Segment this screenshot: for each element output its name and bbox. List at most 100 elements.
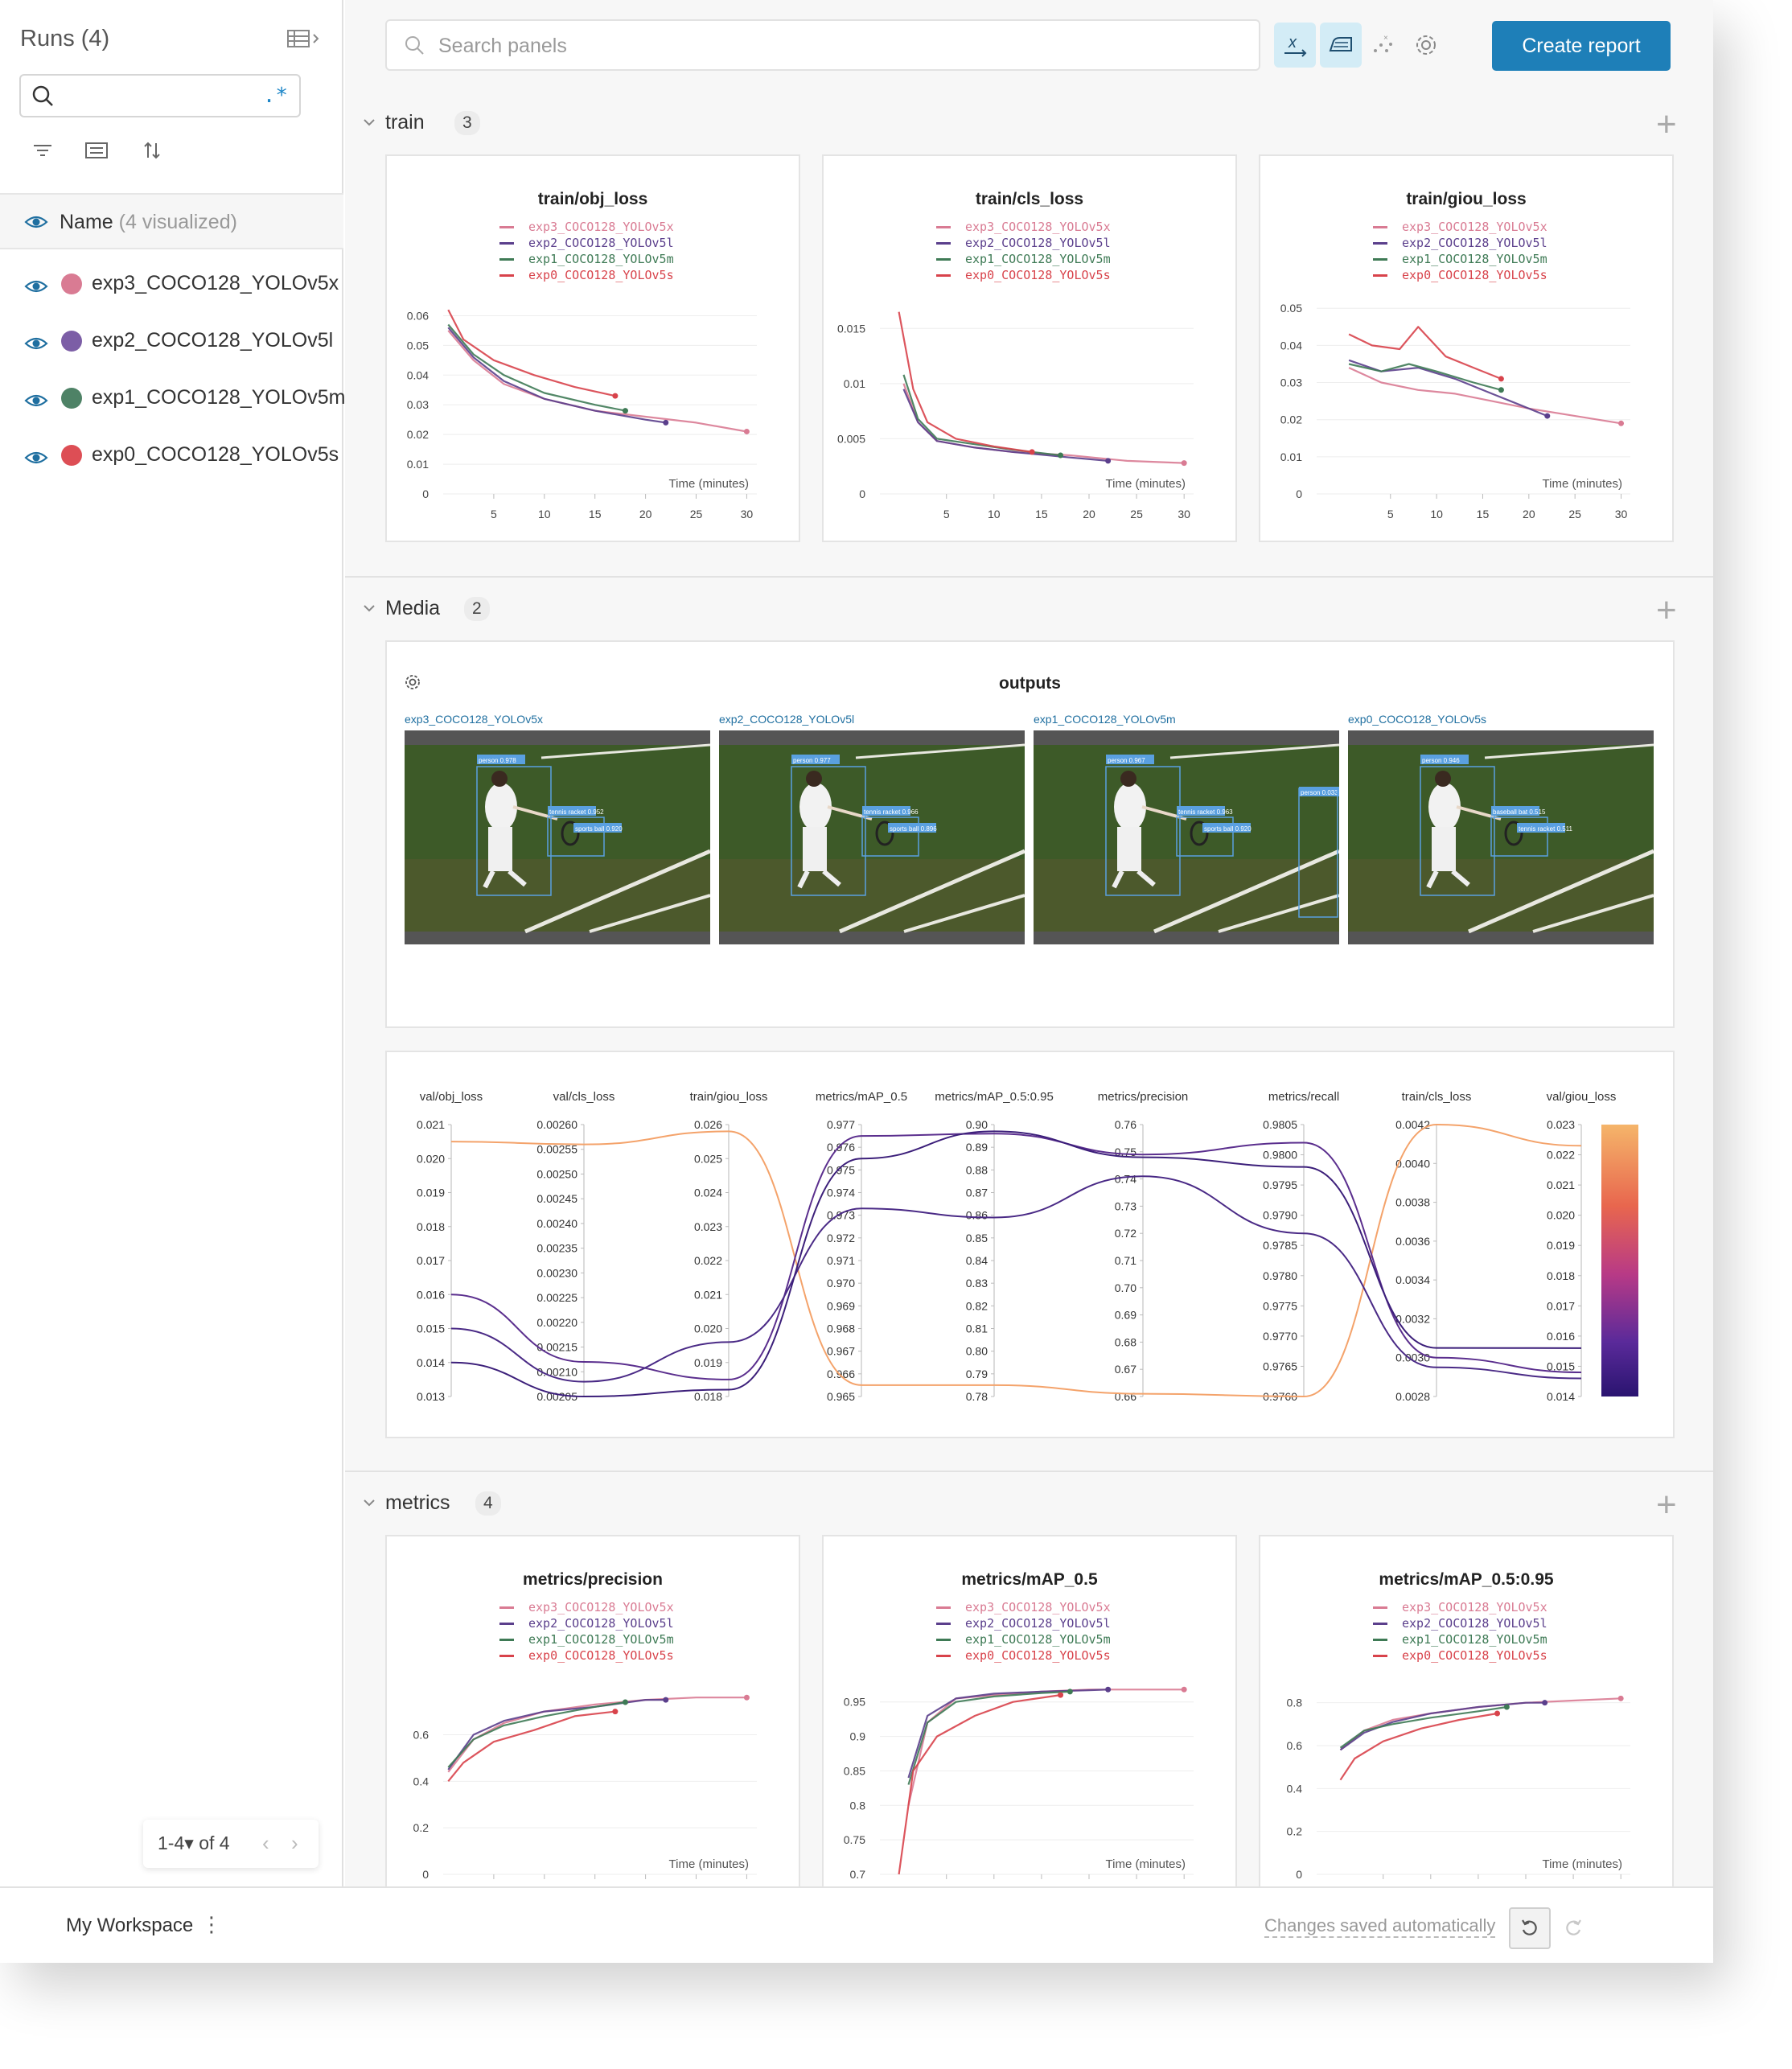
legend-item[interactable]: exp1_COCO128_YOLOv5m bbox=[1373, 251, 1547, 267]
run-row[interactable]: exp2_COCO128_YOLOv5l bbox=[0, 318, 343, 366]
regex-toggle[interactable]: .* bbox=[262, 84, 288, 108]
series-end-point[interactable] bbox=[612, 393, 619, 399]
series-end-point[interactable] bbox=[743, 428, 750, 434]
legend-item[interactable]: exp1_COCO128_YOLOv5m bbox=[499, 1631, 674, 1647]
run-color-dot[interactable] bbox=[61, 274, 82, 294]
run-row[interactable]: exp1_COCO128_YOLOv5m bbox=[0, 375, 346, 423]
chart-panel-train-obj-loss[interactable]: train/obj_loss exp3_COCO128_YOLOv5x exp2_C… bbox=[385, 154, 800, 542]
legend-item[interactable]: exp3_COCO128_YOLOv5x bbox=[499, 1599, 674, 1615]
x-axis-button[interactable]: x bbox=[1274, 23, 1316, 68]
legend-item[interactable]: exp2_COCO128_YOLOv5l bbox=[499, 1615, 674, 1631]
chart-panel-metrics-map-0-5[interactable]: metrics/mAP_0.5 exp3_COCO128_YOLOv5x exp2_… bbox=[822, 1535, 1237, 1886]
series-end-point[interactable] bbox=[1503, 1704, 1510, 1710]
series-end-point[interactable] bbox=[622, 408, 628, 414]
series-line[interactable] bbox=[447, 1701, 626, 1768]
panel-search-input[interactable]: Search panels bbox=[385, 19, 1260, 71]
parallel-run-line[interactable] bbox=[450, 1123, 1582, 1398]
series-line[interactable] bbox=[1348, 367, 1621, 425]
series-line[interactable] bbox=[1339, 1705, 1507, 1749]
series-end-point[interactable] bbox=[1105, 458, 1112, 464]
run-name[interactable]: exp2_COCO128_YOLOv5l bbox=[92, 329, 334, 352]
run-color-dot[interactable] bbox=[61, 388, 82, 409]
outliers-button[interactable]: × bbox=[1362, 23, 1404, 68]
prev-page-icon[interactable]: ‹ bbox=[262, 1831, 269, 1855]
series-end-point[interactable] bbox=[1544, 413, 1551, 419]
legend-item[interactable]: exp0_COCO128_YOLOv5s bbox=[499, 267, 674, 283]
pager-range[interactable]: 1-4 bbox=[158, 1832, 185, 1853]
series-end-point[interactable] bbox=[1498, 376, 1504, 382]
run-name[interactable]: exp1_COCO128_YOLOv5m bbox=[92, 386, 346, 409]
legend-item[interactable]: exp2_COCO128_YOLOv5l bbox=[936, 1615, 1111, 1631]
run-row[interactable]: exp0_COCO128_YOLOv5s bbox=[0, 432, 343, 480]
create-report-button[interactable]: Create report bbox=[1492, 21, 1671, 71]
series-end-point[interactable] bbox=[1029, 449, 1035, 455]
legend-item[interactable]: exp1_COCO128_YOLOv5m bbox=[936, 251, 1111, 267]
chevron-down-icon[interactable] bbox=[361, 1495, 377, 1515]
series-end-point[interactable] bbox=[743, 1694, 750, 1701]
series-line[interactable] bbox=[1348, 363, 1502, 391]
series-line[interactable] bbox=[1348, 359, 1548, 418]
add-panel-icon[interactable]: + bbox=[1656, 590, 1677, 630]
eye-icon[interactable] bbox=[24, 278, 48, 294]
run-row[interactable]: exp3_COCO128_YOLOv5x bbox=[0, 261, 343, 309]
series-line[interactable] bbox=[447, 327, 666, 424]
legend-item[interactable]: exp0_COCO128_YOLOv5s bbox=[936, 1647, 1111, 1664]
legend-item[interactable]: exp2_COCO128_YOLOv5l bbox=[1373, 1615, 1547, 1631]
more-options-icon[interactable]: ⋮ bbox=[201, 1912, 222, 1936]
parallel-coordinates-panel[interactable]: val/obj_loss 0.021 0.020 0.019 0.018 0.017 0.0… bbox=[385, 1051, 1675, 1438]
legend-item[interactable]: exp0_COCO128_YOLOv5s bbox=[1373, 267, 1547, 283]
legend-item[interactable]: exp3_COCO128_YOLOv5x bbox=[499, 219, 674, 235]
legend-item[interactable]: exp3_COCO128_YOLOv5x bbox=[936, 219, 1111, 235]
series-end-point[interactable] bbox=[1058, 1692, 1064, 1698]
next-page-icon[interactable]: › bbox=[291, 1831, 298, 1855]
chart-panel-metrics-precision[interactable]: metrics/precision exp3_COCO128_YOLOv5x exp… bbox=[385, 1535, 800, 1886]
series-line[interactable] bbox=[907, 1690, 1071, 1785]
series-line[interactable] bbox=[907, 1689, 1108, 1779]
series-end-point[interactable] bbox=[612, 1709, 619, 1715]
series-line[interactable] bbox=[447, 1710, 616, 1782]
series-line[interactable] bbox=[898, 311, 1033, 453]
legend-item[interactable]: exp0_COCO128_YOLOv5s bbox=[1373, 1647, 1547, 1664]
series-end-point[interactable] bbox=[1181, 460, 1187, 467]
runs-search-input[interactable]: .* bbox=[19, 74, 301, 117]
legend-item[interactable]: exp3_COCO128_YOLOv5x bbox=[1373, 1599, 1547, 1615]
chevron-down-icon[interactable] bbox=[361, 600, 377, 620]
series-end-point[interactable] bbox=[1058, 452, 1064, 459]
series-end-point[interactable] bbox=[663, 1697, 669, 1703]
series-line[interactable] bbox=[447, 1699, 666, 1771]
series-line[interactable] bbox=[447, 309, 616, 397]
media-image[interactable]: person 0.977 tennis racket 0.966 sports ba… bbox=[719, 730, 1025, 944]
group-icon[interactable] bbox=[84, 138, 113, 167]
sort-icon[interactable] bbox=[140, 138, 169, 167]
legend-item[interactable]: exp3_COCO128_YOLOv5x bbox=[936, 1599, 1111, 1615]
legend-item[interactable]: exp2_COCO128_YOLOv5l bbox=[936, 235, 1111, 251]
parallel-run-line[interactable] bbox=[450, 1130, 1582, 1398]
run-name[interactable]: exp0_COCO128_YOLOv5s bbox=[92, 443, 339, 466]
series-end-point[interactable] bbox=[1618, 420, 1625, 426]
series-end-point[interactable] bbox=[663, 419, 669, 426]
eye-icon[interactable] bbox=[24, 450, 48, 466]
series-end-point[interactable] bbox=[1494, 1710, 1501, 1717]
undo-button[interactable] bbox=[1509, 1907, 1551, 1949]
media-panel-outputs[interactable]: outputs exp3_COCO128_YOLOv5x person 0.978… bbox=[385, 640, 1675, 1028]
settings-button[interactable] bbox=[1405, 23, 1447, 68]
legend-item[interactable]: exp1_COCO128_YOLOv5m bbox=[1373, 1631, 1547, 1647]
eye-icon[interactable] bbox=[24, 214, 48, 230]
series-line[interactable] bbox=[898, 1694, 1061, 1875]
legend-item[interactable]: exp1_COCO128_YOLOv5m bbox=[499, 251, 674, 267]
media-image[interactable]: person 0.978 tennis racket 0.952 sports ba… bbox=[405, 730, 710, 944]
redo-button[interactable] bbox=[1552, 1907, 1594, 1949]
series-line[interactable] bbox=[1339, 1701, 1545, 1751]
media-image[interactable]: person 0.946 baseball bat 0.515 tennis rac… bbox=[1348, 730, 1654, 944]
section-metrics[interactable]: metrics 4 + bbox=[361, 1485, 1696, 1524]
chart-panel-train-cls-loss[interactable]: train/cls_loss exp3_COCO128_YOLOv5x exp2_C… bbox=[822, 154, 1237, 542]
series-line[interactable] bbox=[1348, 326, 1502, 380]
legend-item[interactable]: exp2_COCO128_YOLOv5l bbox=[1373, 235, 1547, 251]
gear-icon[interactable] bbox=[403, 673, 422, 696]
media-image[interactable]: person 0.967 tennis racket 0.963 sports ba… bbox=[1034, 730, 1339, 944]
series-line[interactable] bbox=[447, 323, 626, 412]
series-end-point[interactable] bbox=[622, 1699, 628, 1705]
name-column-header[interactable]: Name (4 visualized) bbox=[0, 193, 343, 249]
run-color-dot[interactable] bbox=[61, 445, 82, 466]
series-end-point[interactable] bbox=[1105, 1686, 1112, 1693]
